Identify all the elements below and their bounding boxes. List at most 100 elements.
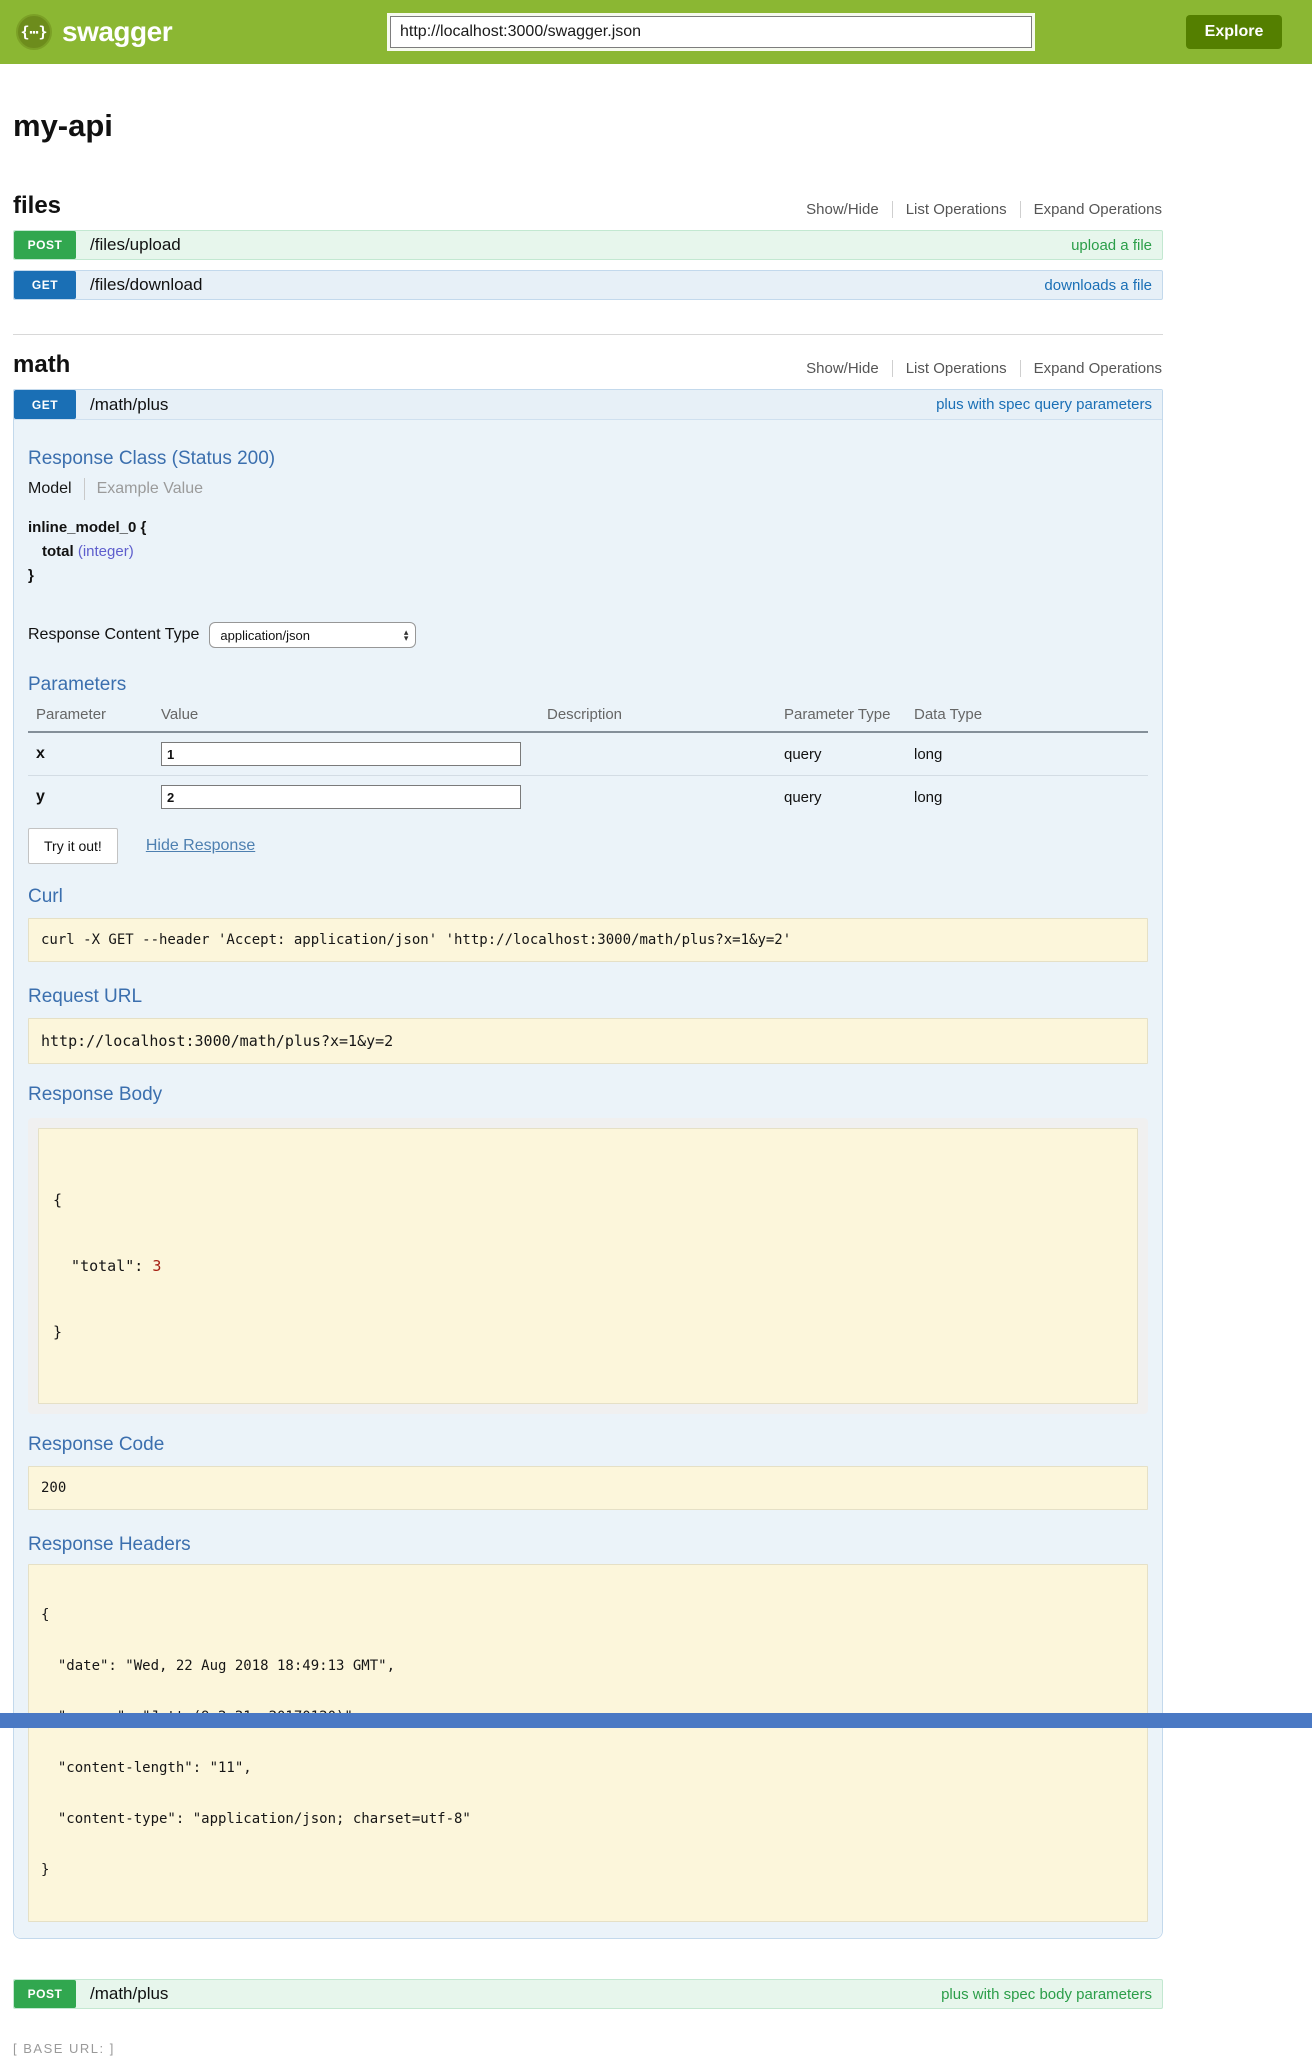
json-key: "total": — [53, 1257, 153, 1275]
post-method-badge: POST — [14, 231, 76, 259]
response-content-type-select[interactable]: application/json — [209, 622, 417, 648]
files-section-controls: Show/Hide List Operations Expand Operati… — [793, 201, 1163, 220]
get-method-badge: GET — [14, 390, 76, 419]
model-property-type: (integer) — [77, 543, 134, 560]
parameters-heading: Parameters — [28, 674, 127, 695]
bottom-blue-bar — [0, 1713, 1312, 1728]
operation-row-get-files-download[interactable]: GET /files/download downloads a file — [13, 270, 1163, 300]
col-data-type: Data Type — [906, 702, 1148, 733]
response-body-wrapper: { "total": 3 } — [28, 1118, 1148, 1414]
param-data-type: long — [906, 775, 1148, 818]
operation-summary-link[interactable]: downloads a file — [1044, 276, 1152, 294]
operation-row-post-math-plus[interactable]: POST /math/plus plus with spec body para… — [13, 1979, 1163, 2009]
curl-heading: Curl — [28, 886, 63, 907]
swagger-url-input[interactable] — [390, 16, 1032, 48]
model-open: inline_model_0 { — [28, 519, 147, 536]
operation-summary-link[interactable]: plus with spec body parameters — [941, 1985, 1152, 2003]
table-row-param-x: x query long — [28, 732, 1148, 776]
operation-path: /files/download — [90, 275, 203, 294]
files-section-title: files — [13, 192, 62, 219]
table-row-param-y: y query long — [28, 775, 1148, 818]
page-body: my-api files Show/Hide List Operations E… — [13, 108, 1163, 2056]
model-tabs: Model Example Value — [28, 478, 1148, 500]
operation-path: /files/upload — [90, 235, 181, 254]
response-body-line: } — [53, 1323, 63, 1341]
col-description: Description — [539, 702, 776, 733]
operation-content: Response Class (Status 200) Model Exampl… — [14, 420, 1162, 1938]
response-code-heading: Response Code — [28, 1434, 165, 1455]
col-value: Value — [153, 702, 539, 733]
files-expand-operations-link[interactable]: Expand Operations — [1019, 201, 1163, 218]
param-data-type: long — [914, 745, 943, 763]
operation-path: /math/plus — [90, 394, 169, 414]
math-list-operations-link[interactable]: List Operations — [891, 360, 1020, 377]
response-headers-block: { "date": "Wed, 22 Aug 2018 18:49:13 GMT… — [28, 1564, 1148, 1922]
response-code-block: 200 — [28, 1466, 1148, 1510]
param-parameter-type: query — [784, 745, 822, 763]
response-headers-heading: Response Headers — [28, 1534, 191, 1555]
api-title: my-api — [13, 108, 113, 143]
response-content-type-select-wrap: application/json ▴ ▾ — [209, 622, 417, 648]
tab-example-value[interactable]: Example Value — [96, 480, 204, 497]
math-section-controls: Show/Hide List Operations Expand Operati… — [793, 360, 1163, 379]
parameters-header-row: Parameter Value Description Parameter Ty… — [28, 702, 1148, 733]
col-parameter: Parameter — [28, 702, 153, 733]
try-it-out-button[interactable]: Try it out! — [28, 828, 118, 864]
response-class-heading: Response Class (Status 200) — [28, 448, 276, 469]
operation-row-get-math-plus[interactable]: GET /math/plus plus with spec query para… — [14, 390, 1162, 420]
model-close: } — [28, 567, 34, 584]
param-description — [539, 732, 776, 776]
post-method-badge: POST — [14, 1980, 76, 2008]
files-section-header: files Show/Hide List Operations Expand O… — [13, 192, 1163, 220]
section-divider — [13, 334, 1163, 335]
files-list-operations-link[interactable]: List Operations — [891, 201, 1020, 218]
param-name: x — [36, 745, 45, 762]
response-body-heading: Response Body — [28, 1084, 163, 1105]
param-name: y — [28, 775, 153, 818]
base-url-footer: [ BASE URL: ] — [13, 2041, 115, 2056]
col-parameter-type: Parameter Type — [776, 702, 906, 733]
tab-divider — [83, 478, 85, 500]
response-header-line: { — [41, 1607, 50, 1623]
response-body-block: { "total": 3 } — [38, 1128, 1138, 1404]
model-property: total (integer) — [28, 540, 1148, 564]
parameters-table: Parameter Value Description Parameter Ty… — [28, 702, 1148, 818]
param-parameter-type: query — [776, 775, 906, 818]
request-url-heading: Request URL — [28, 986, 143, 1007]
explore-button[interactable]: Explore — [1186, 15, 1282, 49]
swagger-braces-icon: {⋯} — [16, 14, 52, 50]
tryout-row: Try it out! Hide Response — [28, 828, 1148, 864]
json-number-value: 3 — [152, 1257, 162, 1275]
response-header-line: "date": "Wed, 22 Aug 2018 18:49:13 GMT", — [41, 1658, 396, 1674]
model-signature: inline_model_0 { total (integer) } — [28, 516, 1148, 588]
operation-summary-link[interactable]: upload a file — [1071, 236, 1152, 254]
response-content-type-label: Response Content Type — [28, 626, 200, 643]
math-show-hide-link[interactable]: Show/Hide — [806, 360, 879, 377]
operation-path: /math/plus — [90, 1984, 169, 2003]
param-y-value-input[interactable] — [161, 785, 521, 809]
math-section-title: math — [13, 351, 71, 378]
response-body-line: { — [53, 1191, 63, 1209]
swagger-logo-label: swagger — [62, 16, 173, 47]
swagger-logo[interactable]: {⋯} swagger — [0, 14, 173, 50]
response-content-type-row: Response Content Type application/json ▴… — [28, 622, 1148, 648]
get-method-badge: GET — [14, 271, 76, 299]
response-header-line: } — [41, 1862, 50, 1878]
param-x-value-input[interactable] — [161, 742, 521, 766]
top-header-bar: {⋯} swagger Explore — [0, 0, 1312, 64]
hide-response-link[interactable]: Hide Response — [145, 837, 256, 854]
math-expand-operations-link[interactable]: Expand Operations — [1019, 360, 1163, 377]
param-description — [539, 775, 776, 818]
request-url-block: http://localhost:3000/math/plus?x=1&y=2 — [28, 1018, 1148, 1064]
tab-model[interactable]: Model — [28, 480, 72, 497]
model-property-name: total — [42, 543, 74, 560]
files-show-hide-link[interactable]: Show/Hide — [806, 201, 879, 218]
operation-summary-link[interactable]: plus with spec query parameters — [936, 396, 1152, 413]
response-header-line: "content-length": "11", — [41, 1760, 252, 1776]
curl-command-block: curl -X GET --header 'Accept: applicatio… — [28, 918, 1148, 962]
operation-row-post-files-upload[interactable]: POST /files/upload upload a file — [13, 230, 1163, 260]
math-section-header: math Show/Hide List Operations Expand Op… — [13, 351, 1163, 379]
operation-get-math-plus: GET /math/plus plus with spec query para… — [13, 389, 1163, 1939]
response-body-line: "total": 3 — [53, 1255, 1123, 1277]
response-header-line: "content-type": "application/json; chars… — [41, 1811, 471, 1827]
